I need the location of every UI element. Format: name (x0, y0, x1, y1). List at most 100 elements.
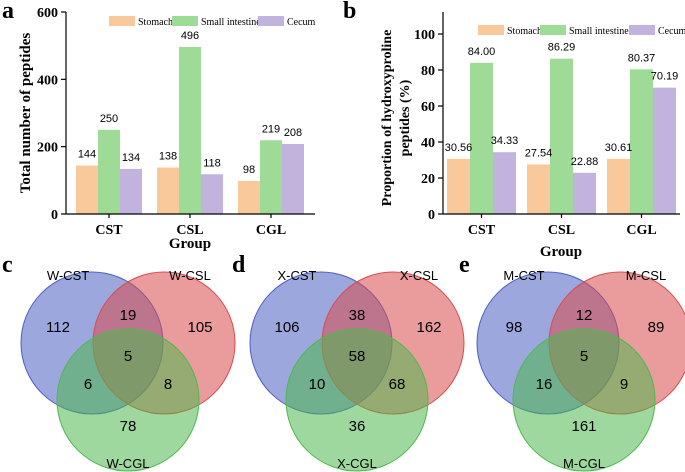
panel-a-bar-csl-cecum (201, 174, 223, 214)
panel-b-legend-swatch (478, 25, 504, 35)
panel-a-y-ticks: 0 200 400 600 (37, 6, 66, 223)
panel-d-set-label: X-CGL (337, 456, 377, 471)
panel-a-bar-cgl-cecum (282, 143, 304, 214)
panel-b-value-label: 84.00 (468, 46, 496, 58)
panel-c-region-count: 6 (84, 376, 92, 393)
panel-e-region-count: 9 (620, 376, 628, 393)
panel-a-bar-cst-stomach (76, 165, 98, 214)
panel-e-set-label: M-CGL (563, 456, 605, 471)
panel-d-region-count: 68 (389, 376, 406, 393)
panel-a-legend-swatch (109, 16, 135, 26)
panel-d-set-label: X-CST (278, 268, 317, 283)
panel-a-value-label: 144 (78, 149, 96, 161)
panel-b-value-label: 70.19 (651, 71, 679, 83)
panel-c-region-count: 105 (187, 319, 212, 336)
panel-c-set-label: W-CST (47, 268, 89, 283)
panel-a-x-ticks: CST CSL CGL (95, 214, 286, 238)
panel-b-legend-swatch (540, 25, 566, 35)
panel-a-y-tick-label: 200 (37, 141, 58, 156)
panel-b-y-label-line2: peptides (%) (398, 79, 413, 156)
panel-a-x-tick-label: CST (95, 223, 123, 238)
panel-a-bar-csl-small-intestine (179, 47, 201, 214)
panel-b-y-tick-label: 40 (421, 136, 435, 151)
panel-a-y-tick-label: 400 (37, 73, 58, 88)
panel-c-set-circle-3 (56, 328, 200, 472)
panel-b-x-tick-label: CSL (548, 223, 575, 238)
panel-b-x-tick-label: CGL (626, 223, 656, 238)
panel-c-region-count: 5 (124, 348, 132, 365)
panel-b-y-tick-label: 20 (421, 172, 435, 187)
panel-b-bar-csl-cecum (573, 172, 596, 214)
panel-e-region-count: 5 (580, 348, 588, 365)
panel-a-value-label: 496 (181, 30, 199, 42)
panel-c-venn: W-CST W-CSL W-CGL 112 105 78 19 6 8 5 (20, 268, 236, 472)
panel-a-value-label: 208 (284, 127, 302, 139)
panel-b-bar-cst-stomach (447, 158, 470, 214)
panel-a-bar-cst-cecum (120, 168, 142, 214)
panel-d-letter: d (232, 252, 246, 278)
panel-a-x-tick-label: CSL (176, 223, 203, 238)
panel-c-region-count: 19 (120, 307, 137, 324)
panel-b-legend-label: Cecum (658, 26, 685, 37)
panel-a-legend-label: Small intestine (201, 17, 261, 28)
panel-b-letter: b (343, 0, 356, 24)
panel-e-venn: M-CST M-CSL M-CGL 98 89 161 12 16 9 5 (476, 268, 685, 472)
panel-a-bar-cgl-small-intestine (260, 140, 282, 214)
panel-d-region-count: 58 (349, 348, 366, 365)
panel-b-value-label: 27.54 (525, 147, 553, 159)
panel-b-x-label: Group (540, 244, 582, 260)
panel-a-value-label: 250 (100, 113, 118, 125)
panel-b-value-label: 34.33 (491, 135, 519, 147)
panel-a-legend-swatch (172, 16, 198, 26)
panel-e-letter: e (459, 252, 470, 278)
panel-c-set-label: W-CSL (169, 268, 211, 283)
panel-b-y-tick-label: 80 (421, 64, 435, 79)
panel-a-letter: a (2, 0, 14, 24)
panel-d-region-count: 162 (416, 319, 441, 336)
panel-b-bar-cgl-stomach (607, 158, 630, 214)
panel-d-venn: X-CST X-CSL X-CGL 106 162 36 38 10 68 58 (249, 268, 465, 472)
panel-e-region-count: 98 (506, 319, 523, 336)
panel-b-value-label: 30.56 (445, 142, 473, 154)
panel-b-y-tick-label: 0 (428, 208, 435, 223)
panel-c-region-count: 112 (46, 319, 70, 336)
panel-a-bars (76, 47, 304, 214)
panel-b-bar-cst-cecum (493, 152, 516, 214)
panel-a-y-tick-label: 0 (51, 208, 58, 223)
panel-b-legend: Stomach Small intestine Cecum (478, 25, 685, 37)
panel-b-y-label-line1: Proportion of hydroxyproline (380, 30, 395, 207)
panel-b-legend-label: Stomach (507, 26, 542, 37)
panel-a-value-label: 138 (159, 151, 177, 163)
panel-b-y-ticks: 0 20 40 60 80 100 (414, 28, 443, 223)
panel-c-letter: c (2, 252, 13, 278)
panel-b-bars (447, 58, 676, 214)
panel-b-y-tick-label: 60 (421, 100, 435, 115)
panel-b-bar-csl-small-intestine (550, 58, 573, 214)
panel-e-region-count: 12 (576, 307, 593, 324)
panel-b-bar-cgl-small-intestine (630, 69, 653, 214)
panel-d-region-count: 106 (274, 319, 299, 336)
panel-a-value-label: 98 (243, 164, 255, 176)
panel-b-bar-chart: b 30.56 84.00 34.33 27.54 86.29 22.88 30.61 80.… (343, 0, 685, 260)
panel-b-legend-swatch (629, 25, 655, 35)
panel-b-bar-cgl-cecum (653, 87, 676, 214)
panel-d-region-count: 38 (349, 307, 366, 324)
panel-b-bar-cst-small-intestine (470, 62, 493, 214)
panel-d-set-circle-3 (285, 328, 429, 472)
panel-b-y-tick-label: 100 (414, 28, 435, 43)
panel-b-bar-csl-stomach (527, 164, 550, 214)
panel-d-region-count: 10 (309, 376, 326, 393)
panel-a-y-tick-label: 600 (37, 6, 58, 21)
panel-a-value-label: 118 (203, 157, 221, 169)
panel-d-set-label: X-CSL (400, 268, 438, 283)
panel-a-x-tick-label: CGL (256, 223, 286, 238)
panel-a-legend-label: Stomach (138, 17, 173, 28)
panel-b-value-label: 30.61 (605, 142, 633, 154)
panel-a-bar-cgl-stomach (238, 181, 260, 214)
panel-e-set-label: M-CST (503, 268, 544, 283)
panel-a-x-label: Group (169, 236, 211, 252)
panel-b-value-label: 86.29 (548, 42, 576, 54)
panel-e-region-count: 16 (536, 376, 553, 393)
panel-a-value-label: 134 (122, 152, 140, 164)
panel-b-value-label: 22.88 (571, 156, 599, 168)
